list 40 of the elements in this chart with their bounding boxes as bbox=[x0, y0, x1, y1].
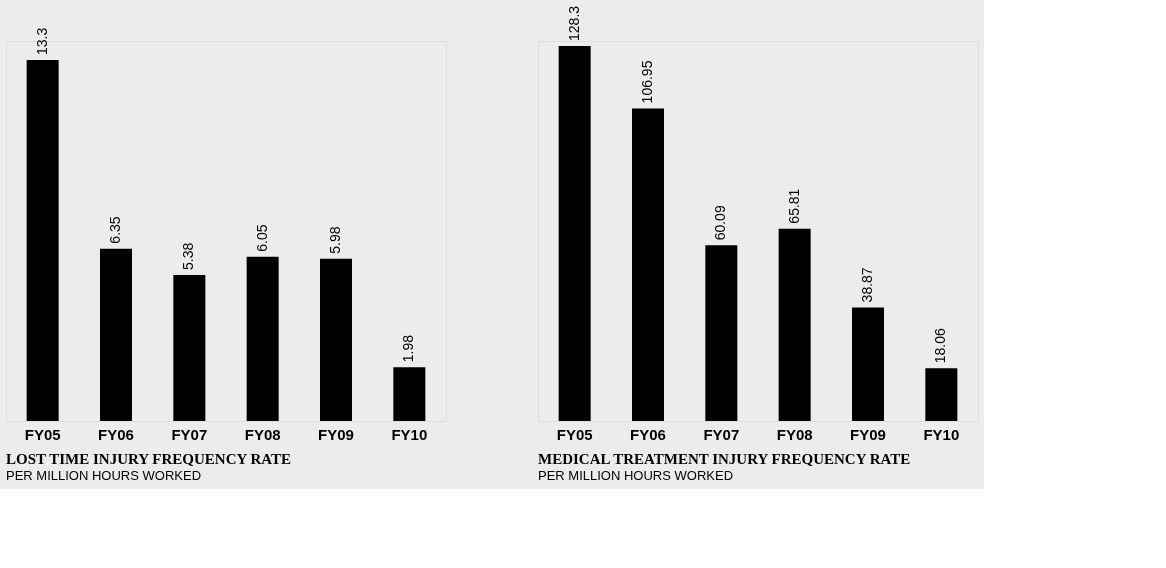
data-label: 13.3 bbox=[33, 27, 50, 55]
x-tick-label: FY10 bbox=[391, 425, 428, 443]
bar bbox=[558, 45, 591, 421]
data-label: 106.95 bbox=[639, 60, 655, 104]
x-tick-label: FY10 bbox=[923, 425, 960, 443]
bar bbox=[100, 248, 132, 421]
x-tick-label: FY07 bbox=[171, 425, 208, 443]
x-tick-label: FY05 bbox=[556, 425, 593, 443]
bar bbox=[925, 368, 958, 421]
x-tick-label: FY08 bbox=[776, 425, 813, 443]
data-label: 6.05 bbox=[253, 224, 270, 252]
bar bbox=[26, 60, 59, 421]
text: PER MILLION HOURS WORKED bbox=[538, 468, 734, 483]
text: LOST TIME INJURY FREQUENCY RATE bbox=[6, 451, 292, 467]
text: PER MILLION HOURS WORKED bbox=[6, 468, 202, 483]
text: MEDICAL TREATMENT INJURY FREQUENCY RATE bbox=[538, 451, 911, 467]
x-tick-label: FY06 bbox=[630, 425, 666, 443]
bar bbox=[320, 258, 352, 421]
data-label: 6.35 bbox=[107, 216, 123, 244]
bar bbox=[632, 108, 664, 421]
x-tick-label: FY08 bbox=[244, 425, 281, 443]
data-label: 5.98 bbox=[327, 226, 343, 254]
data-label: 18.06 bbox=[932, 327, 949, 364]
bar bbox=[246, 256, 279, 421]
x-tick-label: FY06 bbox=[98, 425, 134, 443]
data-label: 38.87 bbox=[859, 267, 875, 303]
bar bbox=[778, 228, 811, 421]
x-tick-label: FY07 bbox=[703, 425, 740, 443]
x-tick-label: FY09 bbox=[318, 425, 354, 443]
data-label: 5.38 bbox=[180, 242, 197, 270]
data-label: 65.81 bbox=[785, 188, 802, 224]
data-label: 128.3 bbox=[565, 5, 582, 41]
bar bbox=[173, 274, 206, 421]
bar bbox=[393, 367, 426, 421]
bar bbox=[852, 307, 884, 421]
x-tick-label: FY09 bbox=[850, 425, 886, 443]
data-label: 1.98 bbox=[400, 334, 417, 363]
data-label: 60.09 bbox=[712, 205, 729, 241]
x-tick-label: FY05 bbox=[24, 425, 61, 443]
bar bbox=[705, 245, 738, 421]
